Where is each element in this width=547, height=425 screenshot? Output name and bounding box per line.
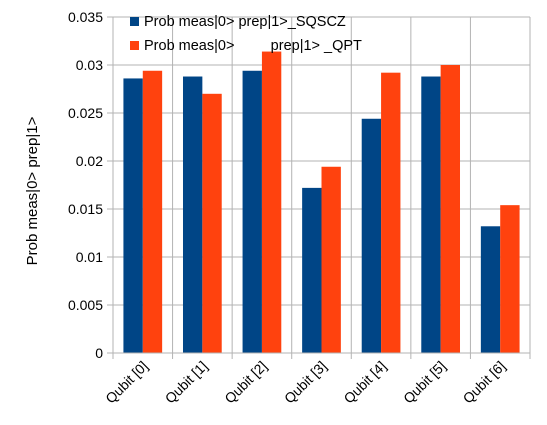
y-tick-label: 0.035 bbox=[68, 9, 103, 25]
gridlines bbox=[107, 16, 531, 359]
x-tick-label: Qubit [3] bbox=[281, 358, 330, 407]
bar bbox=[500, 205, 520, 353]
y-tick-label: 0.005 bbox=[68, 297, 103, 313]
y-tick-label: 0.01 bbox=[76, 249, 103, 265]
bar bbox=[261, 51, 282, 354]
legend-label: Prob meas|0> prep|1> _QPT bbox=[144, 38, 362, 54]
axes bbox=[112, 17, 530, 354]
bar bbox=[381, 72, 401, 354]
legend: Prob meas|0> prep|1>_SQSCZ Prob meas|0> p… bbox=[130, 14, 362, 54]
bar bbox=[440, 65, 461, 353]
y-tick-label: 0.015 bbox=[68, 201, 103, 217]
y-tick-label: 0.02 bbox=[76, 153, 103, 169]
y-tick-label: 0.03 bbox=[76, 57, 103, 73]
legend-swatch bbox=[130, 41, 139, 50]
y-axis-title: Prob meas|0> prep|1> bbox=[24, 116, 41, 265]
legend-label: Prob meas|0> prep|1>_SQSCZ bbox=[144, 14, 346, 30]
bar bbox=[182, 76, 203, 354]
bars bbox=[123, 51, 520, 354]
x-tick-labels: Qubit [0] Qubit [1] Qubit [2] Qubit [3] Qubi… bbox=[102, 358, 508, 407]
bar bbox=[421, 76, 441, 354]
x-tick-label: Qubit [4] bbox=[340, 358, 389, 407]
bar bbox=[242, 70, 262, 353]
bar bbox=[202, 93, 222, 354]
bar bbox=[123, 78, 143, 353]
y-tick-label: 0 bbox=[95, 345, 103, 361]
y-tick-label: 0.025 bbox=[68, 105, 103, 121]
bar bbox=[142, 70, 163, 353]
legend-swatch bbox=[130, 17, 139, 26]
bar bbox=[361, 118, 382, 353]
bar bbox=[321, 166, 341, 353]
x-tick-label: Qubit [5] bbox=[400, 358, 449, 407]
bar bbox=[302, 187, 322, 353]
x-tick-label: Qubit [2] bbox=[221, 358, 270, 407]
x-tick-label: Qubit [6] bbox=[460, 358, 509, 407]
y-tick-labels: 0 0.005 0.01 0.015 0.02 0.025 0.03 0.035 bbox=[68, 9, 103, 361]
x-tick-label: Qubit [1] bbox=[162, 358, 211, 407]
x-tick-label: Qubit [0] bbox=[102, 358, 151, 407]
bar bbox=[480, 226, 501, 353]
